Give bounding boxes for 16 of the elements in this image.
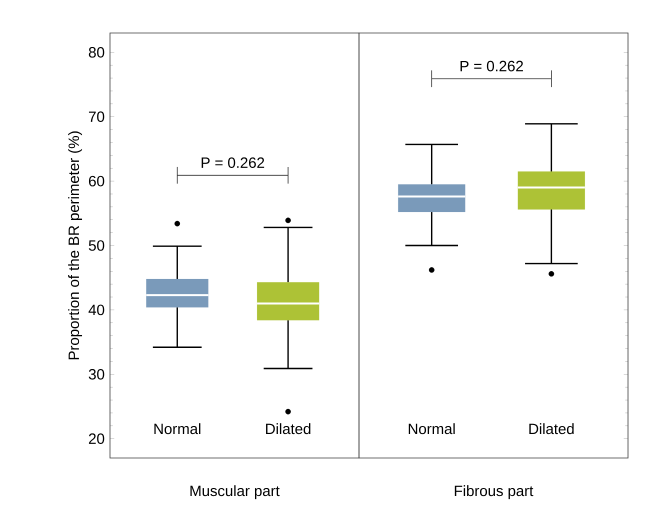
- x-tick-label: Normal: [154, 423, 200, 434]
- y-axis-title: Proportion of the BR perimeter (%): [68, 131, 82, 360]
- annotation: P = 0.262: [460, 60, 523, 72]
- y-tick-label: 20: [88, 433, 104, 444]
- x-tick-label: Dilated: [529, 423, 574, 434]
- annotation: P = 0.262: [202, 157, 264, 168]
- x-axis-title: Fibrous part: [454, 485, 534, 500]
- x-axis-title: Muscular part: [190, 485, 280, 500]
- x-tick-label: Normal: [408, 423, 455, 434]
- y-tick-label: 40: [88, 304, 104, 316]
- y-tick-label: 80: [88, 47, 104, 58]
- y-tick-label: 60: [88, 176, 104, 186]
- y-tick-label: 50: [88, 240, 104, 251]
- y-tick-label: 70: [88, 111, 104, 122]
- y-tick-label: 30: [88, 368, 104, 380]
- x-tick-label: Dilated: [266, 423, 310, 434]
